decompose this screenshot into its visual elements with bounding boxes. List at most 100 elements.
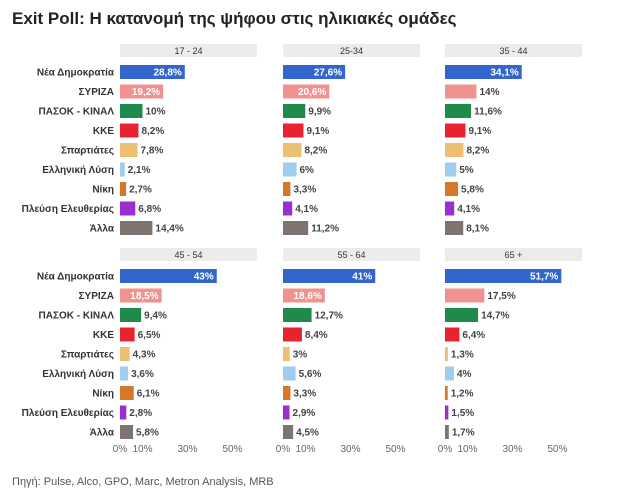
bar xyxy=(120,84,164,99)
x-tick-label: 0% xyxy=(276,444,291,455)
category-label: Νίκη xyxy=(92,389,114,400)
bar xyxy=(283,201,293,216)
data-label: 3,3% xyxy=(293,389,316,400)
data-label: 14,7% xyxy=(481,311,509,322)
x-tick-label: 0% xyxy=(438,444,453,455)
x-tick-label: 10% xyxy=(295,444,315,455)
bar xyxy=(120,347,130,361)
category-label: Άλλα xyxy=(90,224,115,235)
x-tick-label: 0% xyxy=(113,444,128,455)
data-label: 43% xyxy=(194,272,214,283)
data-label: 8,4% xyxy=(305,330,328,341)
data-label: 8,1% xyxy=(466,224,489,235)
data-label: 18,6% xyxy=(293,291,321,302)
data-label: 19,2% xyxy=(132,87,160,98)
category-label: ΚΚΕ xyxy=(93,126,114,137)
bar xyxy=(445,425,449,439)
bar xyxy=(445,386,448,400)
bar xyxy=(283,221,309,235)
bar xyxy=(445,288,485,303)
bar xyxy=(120,162,125,177)
data-label: 5,8% xyxy=(136,428,159,439)
bar xyxy=(445,143,464,157)
data-label: 8,2% xyxy=(141,126,164,137)
bar xyxy=(445,182,459,196)
bar xyxy=(445,162,457,177)
bar xyxy=(120,221,153,235)
bar xyxy=(283,425,294,439)
data-label: 3% xyxy=(293,350,308,361)
bar xyxy=(120,182,127,196)
data-label: 5% xyxy=(459,165,474,176)
panel-header-5 xyxy=(283,248,420,261)
panel-title: 55 - 64 xyxy=(337,250,365,260)
category-label: ΣΥΡΙΖΑ xyxy=(79,291,114,302)
data-label: 8,2% xyxy=(304,146,327,157)
bar xyxy=(120,143,138,157)
data-label: 34,1% xyxy=(490,68,518,79)
x-tick-label: 10% xyxy=(132,444,152,455)
data-label: 9,4% xyxy=(144,311,167,322)
bar xyxy=(445,269,562,283)
data-label: 7,8% xyxy=(141,146,164,157)
bar xyxy=(120,386,134,400)
data-label: 18,5% xyxy=(130,291,158,302)
bar xyxy=(283,65,346,79)
bar xyxy=(283,327,302,342)
chart-title: Exit Poll: Η κατανομή της ψήφου στις ηλι… xyxy=(12,9,457,28)
data-label: 1,5% xyxy=(451,408,474,419)
bar xyxy=(283,123,304,138)
bar xyxy=(283,288,325,303)
x-tick-label: 30% xyxy=(502,444,522,455)
x-tick-label: 50% xyxy=(222,444,242,455)
bar xyxy=(120,104,143,118)
category-label: ΠΑΣΟΚ - ΚΙΝΑΛ xyxy=(39,107,115,118)
bar xyxy=(445,84,477,99)
bar xyxy=(445,221,464,235)
bar xyxy=(283,405,290,420)
panel-header-1 xyxy=(120,44,257,57)
data-label: 6,5% xyxy=(138,330,161,341)
bar xyxy=(445,201,455,216)
bar xyxy=(120,327,135,342)
x-tick-label: 50% xyxy=(547,444,567,455)
x-tick-label: 10% xyxy=(457,444,477,455)
bar xyxy=(283,104,306,118)
data-label: 2,7% xyxy=(129,185,152,196)
data-label: 51,7% xyxy=(530,272,558,283)
data-label: 11,2% xyxy=(311,224,339,235)
bar xyxy=(445,104,472,118)
panel-header-6 xyxy=(445,248,582,261)
category-label: Νίκη xyxy=(92,185,114,196)
small-multiples-chart: 17 - 24 Νέα Δημοκρατία 28,8% ΣΥΡΙΖΑ 19,2% ΠΑΣ… xyxy=(22,44,582,455)
panel-title: 45 - 54 xyxy=(174,250,202,260)
bar xyxy=(283,347,290,361)
category-label: ΚΚΕ xyxy=(93,330,114,341)
x-tick-label: 30% xyxy=(340,444,360,455)
bar xyxy=(283,308,312,322)
data-label: 2,9% xyxy=(293,408,316,419)
data-label: 14% xyxy=(480,87,500,98)
panel-title: 65 + xyxy=(505,250,523,260)
bar xyxy=(283,386,291,400)
data-label: 11,6% xyxy=(474,107,502,118)
data-label: 2,8% xyxy=(129,408,152,419)
data-label: 27,6% xyxy=(314,68,342,79)
data-label: 6,8% xyxy=(138,204,161,215)
bar xyxy=(283,182,291,196)
panel-title: 35 - 44 xyxy=(499,46,527,56)
bar xyxy=(445,366,454,381)
bar xyxy=(445,405,449,420)
bar xyxy=(120,366,129,381)
category-label: Ελληνική Λύση xyxy=(42,165,114,176)
data-label: 6% xyxy=(300,165,315,176)
bar xyxy=(120,308,142,322)
data-label: 3,6% xyxy=(131,369,154,380)
bar xyxy=(445,327,460,342)
data-label: 4,5% xyxy=(296,428,319,439)
bar xyxy=(283,143,302,157)
bar xyxy=(445,123,466,138)
data-label: 3,3% xyxy=(293,185,316,196)
data-label: 20,6% xyxy=(298,87,326,98)
data-label: 4% xyxy=(457,369,472,380)
